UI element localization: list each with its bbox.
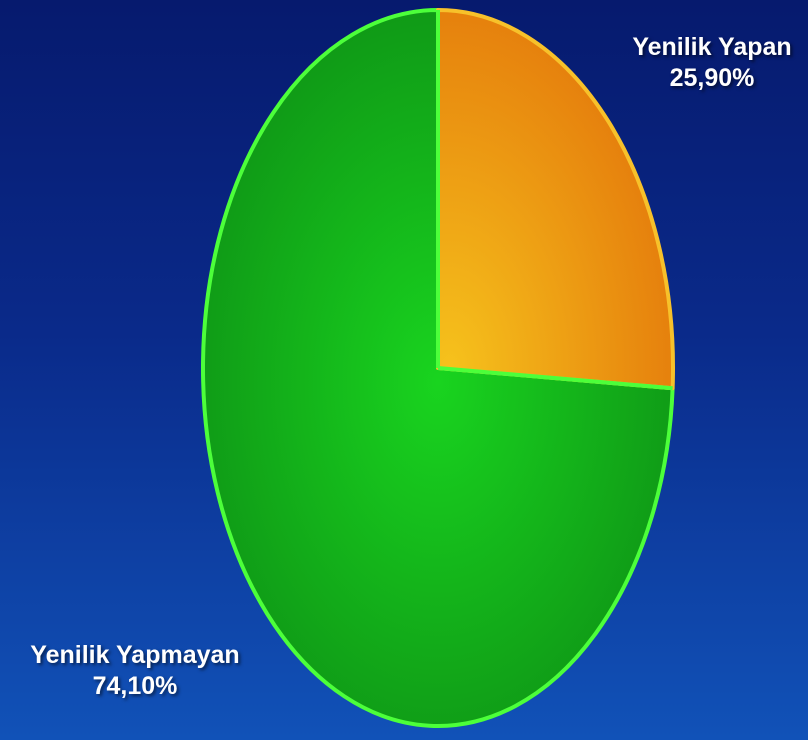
slice-label-yenilik-yapan: Yenilik Yapan 25,90%: [612, 32, 808, 94]
slice-divider-2: [437, 366, 673, 391]
slice-value-yenilik-yapmayan: 74,10%: [92, 672, 178, 700]
slice-name-yenilik-yapmayan: Yenilik Yapmayan: [30, 641, 240, 669]
slice-value-yenilik-yapan: 25,90%: [669, 64, 755, 92]
slice-label-yenilik-yapmayan: Yenilik Yapmayan 74,10%: [0, 640, 270, 702]
slice-name-yenilik-yapan: Yenilik Yapan: [632, 33, 792, 61]
pie-slice-yenilik-yapan: [436, 8, 675, 391]
